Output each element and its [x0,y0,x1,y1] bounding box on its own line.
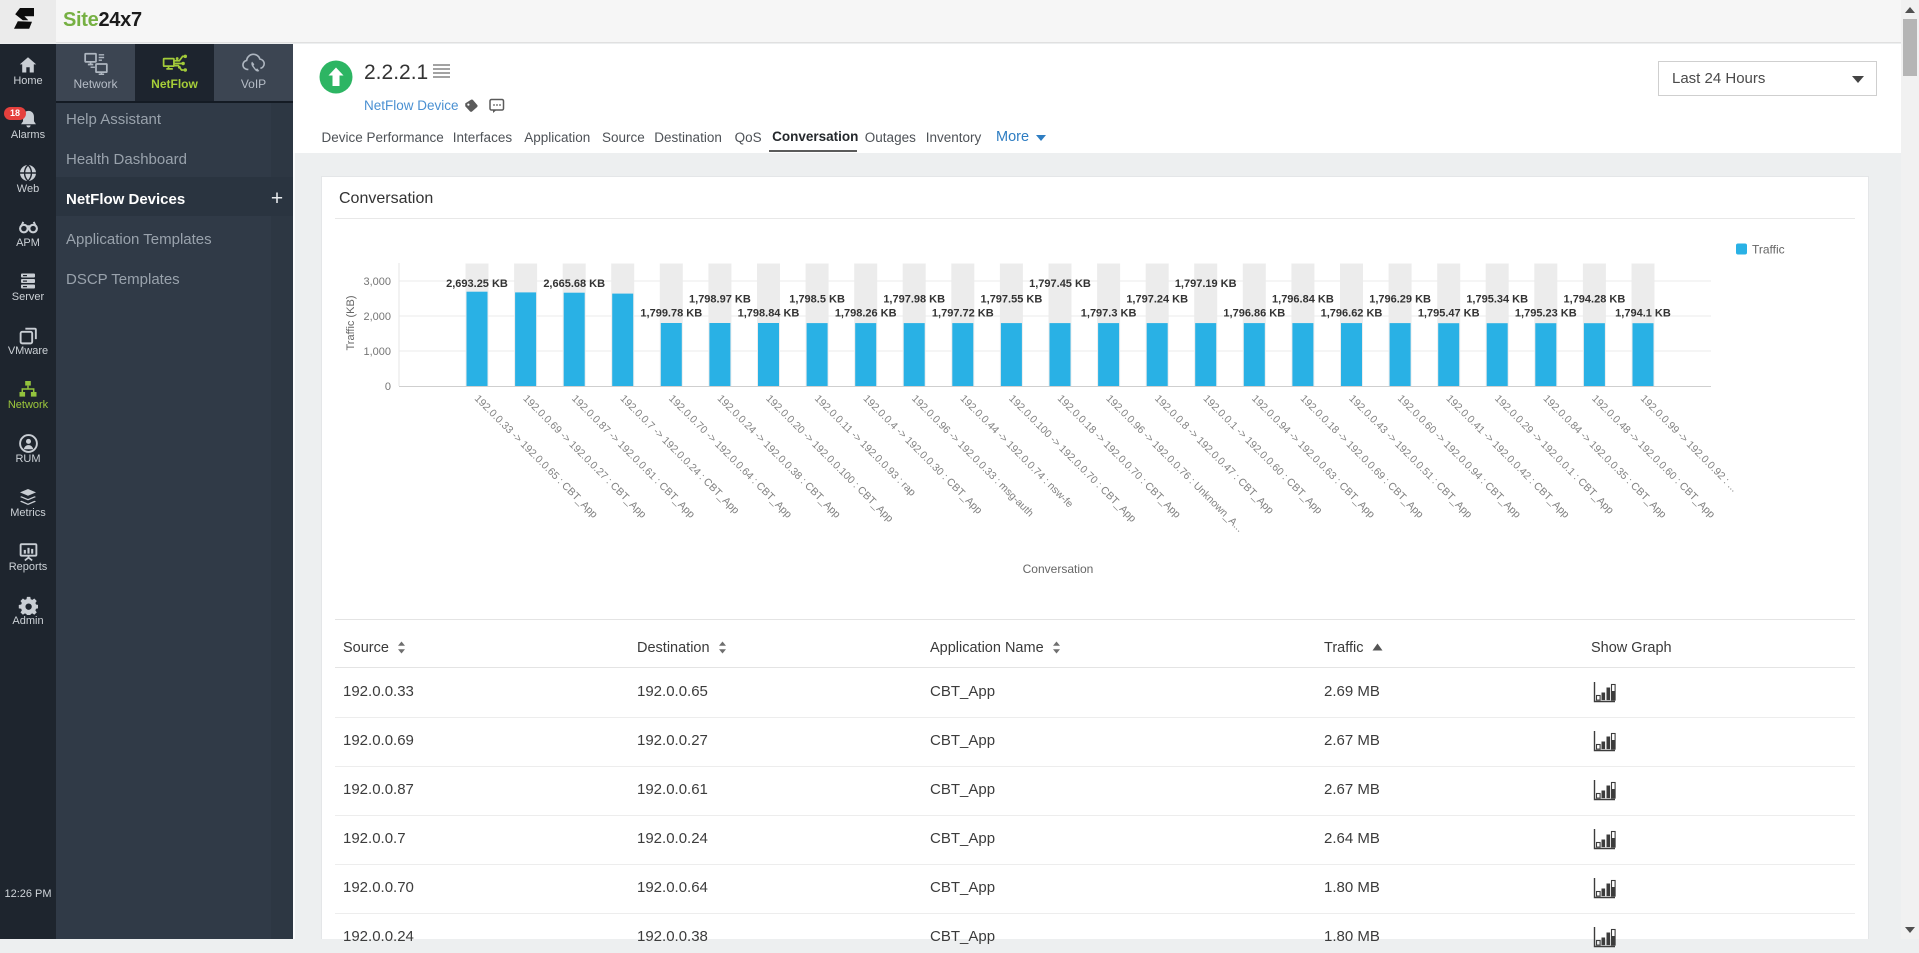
svg-text:1,797.24 KB: 1,797.24 KB [1126,294,1188,306]
svg-text:1,797.3 KB: 1,797.3 KB [1081,308,1137,320]
svg-text:1,796.84 KB: 1,796.84 KB [1272,294,1334,306]
svg-text:1,796.62 KB: 1,796.62 KB [1321,308,1383,320]
svg-text:1,797.72 KB: 1,797.72 KB [932,308,994,320]
svg-text:1,797.55 KB: 1,797.55 KB [981,294,1043,306]
svg-text:1,799.78 KB: 1,799.78 KB [640,308,702,320]
svg-text:1,794.1 KB: 1,794.1 KB [1615,308,1671,320]
svg-text:1,795.23 KB: 1,795.23 KB [1515,308,1577,320]
svg-text:1,797.19 KB: 1,797.19 KB [1175,278,1237,290]
svg-text:1,796.86 KB: 1,796.86 KB [1223,308,1285,320]
svg-text:1,798.84 KB: 1,798.84 KB [738,308,800,320]
svg-text:3,000: 3,000 [363,276,391,288]
svg-text:1,797.45 KB: 1,797.45 KB [1029,278,1091,290]
svg-text:1,794.28 KB: 1,794.28 KB [1564,294,1626,306]
svg-text:1,798.26 KB: 1,798.26 KB [835,308,897,320]
svg-text:192.0.0.99 -> 192.0.0.92 : ...: 192.0.0.99 -> 192.0.0.92 : ... [1638,393,1740,495]
svg-text:1,796.29 KB: 1,796.29 KB [1369,294,1431,306]
svg-text:0: 0 [385,381,391,393]
svg-text:192.0.0.11 -> 192.0.0.93 : rap: 192.0.0.11 -> 192.0.0.93 : rap [812,393,918,499]
svg-text:2,693.25 KB: 2,693.25 KB [446,278,508,290]
svg-text:1,795.34 KB: 1,795.34 KB [1466,294,1528,306]
svg-text:1,798.5 KB: 1,798.5 KB [789,294,845,306]
svg-text:1,795.47 KB: 1,795.47 KB [1418,308,1480,320]
svg-text:Conversation: Conversation [1023,562,1094,576]
svg-text:2,665.68 KB: 2,665.68 KB [543,278,605,290]
svg-text:1,000: 1,000 [363,346,391,358]
svg-text:2,000: 2,000 [363,311,391,323]
svg-text:1,797.98 KB: 1,797.98 KB [883,294,945,306]
svg-text:Traffic: Traffic [1752,243,1785,257]
svg-text:1,798.97 KB: 1,798.97 KB [689,294,751,306]
svg-text:Traffic (KB): Traffic (KB) [345,295,357,350]
